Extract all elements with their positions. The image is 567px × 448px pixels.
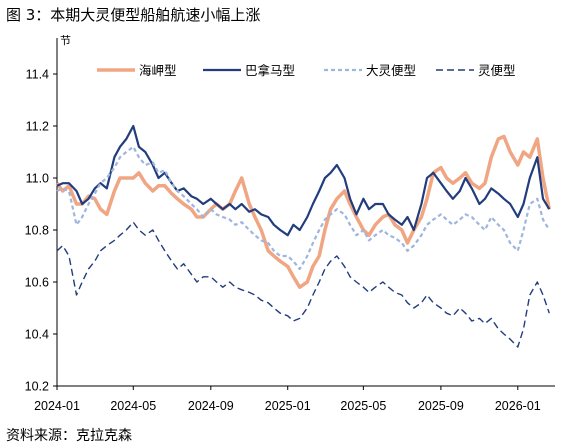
x-tick-label: 2025-09 — [418, 399, 464, 413]
series-line-1 — [55, 134, 552, 289]
series-line-3 — [56, 145, 551, 271]
x-tick-label: 2024-05 — [110, 399, 156, 413]
x-tick-label: 2024-01 — [34, 399, 80, 413]
legend-label-2: 巴拿马型 — [245, 63, 295, 78]
y-tick-label: 10.2 — [25, 380, 49, 394]
series-line-4 — [56, 221, 550, 348]
x-tick-label: 2024-09 — [188, 399, 234, 413]
x-tick-label: 2025-01 — [265, 399, 311, 413]
chart-legend: 海岬型 巴拿马型 大灵便型 灵便型 — [97, 63, 516, 78]
y-tick-label: 11.4 — [26, 68, 49, 82]
y-tick-label: 11.2 — [26, 120, 49, 134]
legend-label-1: 海岬型 — [139, 63, 177, 78]
series-line-2 — [56, 124, 551, 237]
y-tick-label: 11.0 — [26, 172, 49, 186]
figure-source: 资料来源：克拉克森 — [6, 428, 132, 444]
legend-label-4: 灵便型 — [478, 63, 516, 78]
figure-title: 图 3：本期大灵便型船舶航速小幅上涨 — [6, 6, 261, 24]
y-tick-label: 10.4 — [25, 328, 49, 342]
y-tick-label: 10.6 — [25, 276, 49, 290]
legend-label-3: 大灵便型 — [366, 63, 416, 78]
x-tick-label: 2025-05 — [340, 399, 386, 413]
y-tick-label: 10.8 — [25, 224, 49, 238]
chart-series — [55, 124, 552, 348]
x-tick-label: 2026-01 — [495, 399, 541, 413]
chart-axes: 节 10.2 10.4 10.6 10.8 11.0 11.2 11.4 2024-01 2024… — [25, 34, 555, 413]
y-axis-unit-label: 节 — [60, 34, 71, 47]
